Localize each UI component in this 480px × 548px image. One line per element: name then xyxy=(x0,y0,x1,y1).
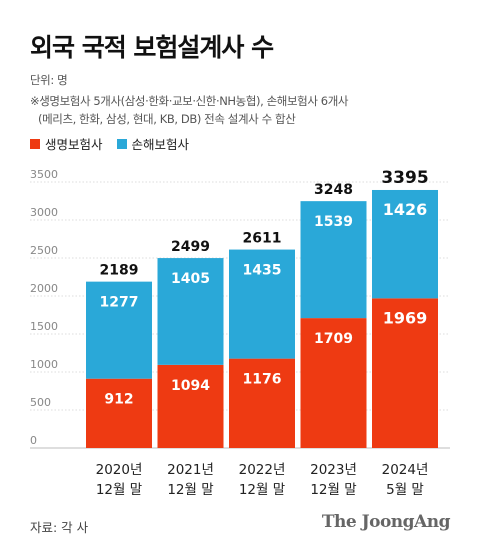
data-label-nonlife: 1539 xyxy=(314,214,353,230)
data-label-life: 1709 xyxy=(314,331,353,347)
total-label: 3248 xyxy=(314,182,353,198)
legend-label-life: 생명보험사 xyxy=(45,137,103,152)
bar-segment-life xyxy=(372,298,438,448)
x-tick-label-year: 2021년 xyxy=(167,462,214,478)
y-tick-label: 2000 xyxy=(30,282,58,295)
bar-segment-nonlife xyxy=(157,258,224,365)
x-tick-label-period: 12월 말 xyxy=(96,482,142,498)
y-tick-label: 3000 xyxy=(30,206,58,219)
data-label-life: 1969 xyxy=(383,308,428,327)
bar-segment-life xyxy=(157,364,224,448)
legend-item-nonlife: 손해보험사 xyxy=(116,134,190,153)
y-tick-label: 1500 xyxy=(30,320,58,333)
unit-label: 단위: 명 xyxy=(30,73,68,87)
x-tick-label-year: 2022년 xyxy=(239,462,286,478)
legend-swatch-nonlife xyxy=(116,138,127,149)
total-label: 3395 xyxy=(381,168,428,188)
total-label: 2189 xyxy=(100,263,139,279)
x-tick-label-period: 12월 말 xyxy=(167,482,213,498)
bar-segment-life xyxy=(229,358,295,448)
legend-label-nonlife: 손해보험사 xyxy=(131,137,190,152)
data-label-nonlife: 1277 xyxy=(100,295,139,311)
brand-logo: The JoongAng xyxy=(321,512,451,532)
x-tick-label-year: 2023년 xyxy=(310,462,357,478)
legend-swatch-life xyxy=(30,138,40,149)
source-note: 자료: 각 사 xyxy=(30,520,89,535)
data-label-nonlife: 1426 xyxy=(383,200,428,219)
data-label-nonlife: 1405 xyxy=(171,271,210,287)
x-tick-label-period: 5월 말 xyxy=(386,482,424,498)
bar-segment-life xyxy=(86,378,152,448)
bar-segment-nonlife xyxy=(229,249,295,359)
x-tick-label-year: 2024년 xyxy=(382,462,429,478)
legend-item-life: 생명보험사 xyxy=(30,134,103,153)
total-label: 2611 xyxy=(243,231,282,247)
x-tick-label-period: 12월 말 xyxy=(310,482,356,498)
y-tick-label: 500 xyxy=(30,396,51,409)
y-tick-label: 2500 xyxy=(30,244,58,257)
data-label-nonlife: 1435 xyxy=(243,263,282,279)
bar-segment-nonlife xyxy=(86,281,152,379)
total-label: 2499 xyxy=(171,239,210,255)
data-label-life: 1094 xyxy=(171,378,210,394)
legend: 생명보험사 손해보험사 xyxy=(30,134,203,153)
bar-segment-nonlife xyxy=(372,189,438,299)
data-label-life: 1176 xyxy=(243,372,282,388)
y-tick-label: 3500 xyxy=(30,168,58,181)
data-label-life: 912 xyxy=(104,392,133,408)
bar-segment-life xyxy=(300,318,367,448)
footnote-line-1: ※생명보험사 5개사(삼성·한화·교보·신한·NH농협), 손해보험사 6개사 xyxy=(30,94,349,108)
bar-segment-nonlife xyxy=(300,201,367,319)
y-tick-label: 1000 xyxy=(30,358,58,371)
x-tick-label-year: 2020년 xyxy=(96,462,143,478)
chart-title: 외국 국적 보험설계사 수 xyxy=(30,33,274,62)
footnote-line-2: (메리츠, 한화, 삼성, 현대, KB, DB) 전속 설계사 수 합산 xyxy=(38,112,296,126)
x-tick-label-period: 12월 말 xyxy=(239,482,285,498)
y-tick-label: 0 xyxy=(30,434,37,447)
